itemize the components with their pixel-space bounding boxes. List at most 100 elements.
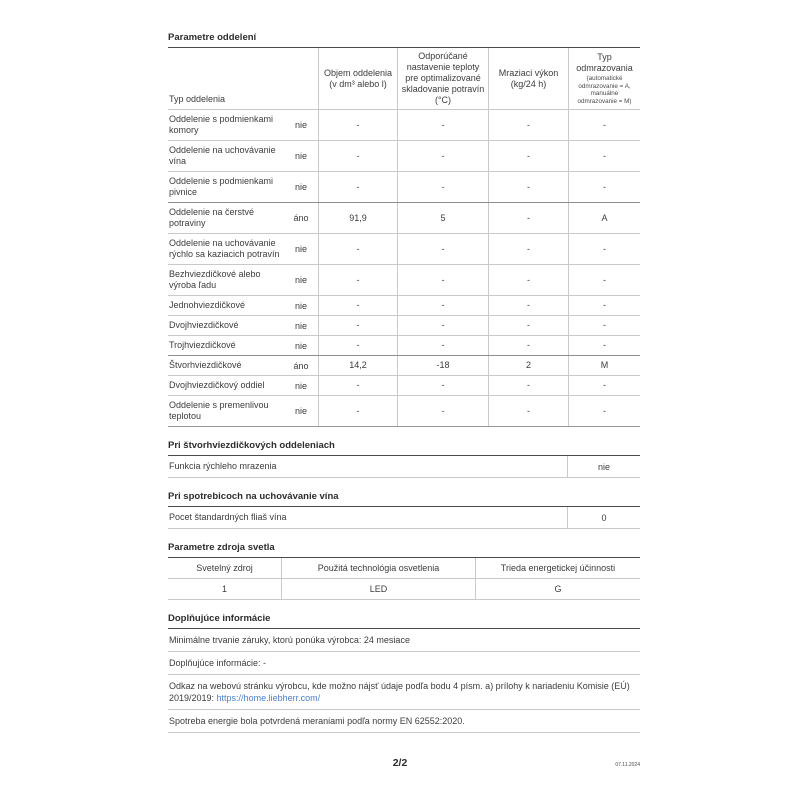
wine-row: Pocet štandardných fliaš vína 0	[168, 507, 640, 529]
cell-capacity: -	[488, 336, 568, 355]
cell-volume: -	[318, 336, 397, 355]
table-row: Trojhviezdičkové nie - - - -	[168, 335, 640, 355]
cell-capacity: -	[488, 110, 568, 140]
column-header-volume: Objem oddelenia (v dm³ alebo l)	[318, 48, 397, 109]
light-header-efficiency: Trieda energetickej účinnosti	[475, 558, 640, 578]
page-number: 2/2	[392, 757, 408, 769]
defrost-header-title: Typ odmrazovania	[576, 52, 633, 73]
cell-defrost: -	[568, 316, 640, 335]
cell-defrost: -	[568, 172, 640, 202]
column-header-temperature: Odporúčané nastavenie teploty pre optima…	[397, 48, 488, 109]
section-title-light: Parametre zdroja svetla	[168, 543, 640, 558]
table-row: Jednohviezdičkové nie - - - -	[168, 295, 640, 315]
section-title-compartments: Parametre oddelení	[168, 33, 640, 48]
row-present: nie	[294, 275, 307, 285]
section-title-four-star: Pri štvorhviezdičkových oddeleniach	[168, 441, 640, 456]
cell-volume: -	[318, 234, 397, 264]
cell-defrost: -	[568, 265, 640, 295]
cell-defrost: M	[568, 356, 640, 375]
cell-temp: -18	[397, 356, 488, 375]
cell-volume: -	[318, 141, 397, 171]
light-header-source: Svetelný zdroj	[196, 563, 253, 573]
table-row: Oddelenie s podmienkami pivnice nie - - -…	[168, 171, 640, 202]
four-star-value: nie	[567, 456, 640, 477]
row-present: áno	[293, 213, 309, 223]
cell-volume: -	[318, 265, 397, 295]
column-header-defrost: Typ odmrazovania (automatické odmrazovan…	[568, 48, 640, 109]
row-label: Oddelenie na čerstvé potraviny	[169, 207, 255, 228]
cell-capacity: -	[488, 265, 568, 295]
cell-temp: -	[397, 316, 488, 335]
cell-defrost: -	[568, 376, 640, 395]
cell-capacity: -	[488, 396, 568, 426]
row-label: Oddelenie s podmienkami pivnice	[169, 176, 274, 197]
cell-volume: 91,9	[318, 203, 397, 233]
cell-capacity: -	[488, 316, 568, 335]
wine-label: Pocet štandardných fliaš vína	[169, 512, 287, 522]
cell-defrost: -	[568, 234, 640, 264]
light-table-header: Svetelný zdroj Použitá technológia osvet…	[168, 558, 640, 579]
column-header-capacity: Mraziaci výkon (kg/24 h)	[488, 48, 568, 109]
light-value-technology: LED	[281, 579, 475, 599]
row-label: Oddelenie s premenlivou teplotou	[169, 400, 269, 421]
row-present: áno	[293, 360, 309, 371]
cell-defrost: -	[568, 141, 640, 171]
row-present: nie	[294, 380, 307, 391]
cell-volume: -	[318, 376, 397, 395]
manufacturer-website-link[interactable]: https://home.liebherr.com/	[216, 693, 321, 703]
light-header-technology: Použitá technológia osvetlenia	[281, 558, 475, 578]
cell-defrost: -	[568, 336, 640, 355]
manufacturer-link-row: Odkaz na webovú stránku výrobcu, kde mož…	[168, 675, 640, 710]
table-row: Bezhviezdičkové alebo výroba ľadu nie - -…	[168, 264, 640, 295]
energy-note-row: Spotreba energie bola potvrdená meraniam…	[168, 710, 640, 733]
table-row: Štvorhviezdičkové áno 14,2 -18 2 M	[168, 355, 640, 375]
light-value-source: 1	[221, 584, 227, 594]
row-present: nie	[294, 244, 307, 254]
table-row: Dvojhviezdičkové nie - - - -	[168, 315, 640, 335]
wine-value: 0	[567, 507, 640, 528]
light-table-values: 1 LED G	[168, 579, 640, 600]
row-label: Štvorhviezdičkové	[169, 360, 242, 370]
row-label: Oddelenie s podmienkami komory	[169, 114, 274, 135]
cell-defrost: -	[568, 296, 640, 315]
cell-temp: -	[397, 376, 488, 395]
warranty-row: Minimálne trvanie záruky, ktorú ponúka v…	[168, 629, 640, 652]
cell-temp: -	[397, 234, 488, 264]
cell-temp: -	[397, 172, 488, 202]
table-row: Oddelenie s premenlivou teplotou nie - - …	[168, 395, 640, 426]
four-star-row: Funkcia rýchleho mrazenia nie	[168, 456, 640, 478]
header-cell-type: Typ oddelenia	[168, 48, 318, 109]
row-present: nie	[294, 300, 307, 311]
cell-volume: -	[318, 172, 397, 202]
light-value-efficiency: G	[475, 579, 640, 599]
table-row: Oddelenie na uchovávanie vína nie - - - -	[168, 140, 640, 171]
link-prefix-text: Odkaz na webovú stránku výrobcu, kde mož…	[169, 681, 630, 703]
footer-date: 07.11.2024	[615, 762, 640, 768]
row-label: Jednohviezdičkové	[169, 300, 246, 310]
cell-capacity: -	[488, 172, 568, 202]
table-row: Dvojhviezdičkový oddiel nie - - - -	[168, 375, 640, 395]
cell-temp: -	[397, 265, 488, 295]
cell-defrost: A	[568, 203, 640, 233]
row-present: nie	[294, 120, 307, 130]
cell-capacity: -	[488, 296, 568, 315]
cell-temp: -	[397, 336, 488, 355]
row-label: Dvojhviezdičkové	[169, 320, 239, 330]
compartments-table-header: Typ oddelenia Objem oddelenia (v dm³ ale…	[168, 48, 640, 109]
row-present: nie	[294, 406, 307, 416]
table-row: Oddelenie na uchovávanie rýchlo sa kazia…	[168, 233, 640, 264]
table-row: Oddelenie na čerstvé potraviny áno 91,9 5…	[168, 202, 640, 233]
cell-temp: -	[397, 396, 488, 426]
cell-volume: -	[318, 316, 397, 335]
row-label: Oddelenie na uchovávanie vína	[169, 145, 276, 166]
table-row: Oddelenie s podmienkami komory nie - - - …	[168, 109, 640, 140]
cell-defrost: -	[568, 110, 640, 140]
cell-volume: -	[318, 396, 397, 426]
cell-capacity: -	[488, 234, 568, 264]
cell-temp: -	[397, 141, 488, 171]
cell-capacity: -	[488, 376, 568, 395]
section-title-wine: Pri spotrebicoch na uchovávanie vína	[168, 492, 640, 507]
column-header-type: Typ oddelenia	[169, 94, 226, 104]
cell-capacity: -	[488, 203, 568, 233]
row-present: nie	[294, 320, 307, 331]
